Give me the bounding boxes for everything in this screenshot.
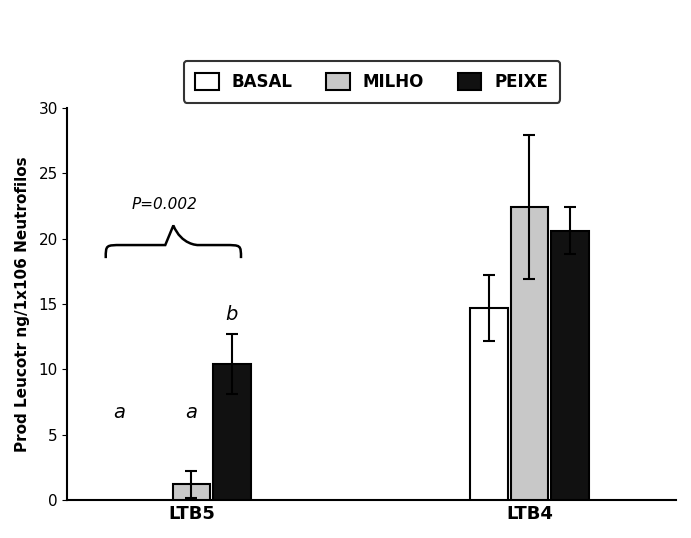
Bar bbox=[511, 207, 548, 500]
Legend: BASAL, MILHO, PEIXE: BASAL, MILHO, PEIXE bbox=[184, 61, 560, 103]
Bar bbox=[471, 308, 508, 500]
Bar bbox=[214, 364, 251, 500]
Bar bbox=[173, 484, 210, 500]
Bar bbox=[551, 231, 589, 500]
Text: a: a bbox=[185, 402, 198, 422]
Text: b: b bbox=[226, 305, 238, 323]
Text: a: a bbox=[113, 402, 125, 422]
Y-axis label: Prod Leucotr ng/1x106 Neutrofilos: Prod Leucotr ng/1x106 Neutrofilos bbox=[15, 156, 30, 452]
Text: P=0.002: P=0.002 bbox=[131, 197, 198, 213]
